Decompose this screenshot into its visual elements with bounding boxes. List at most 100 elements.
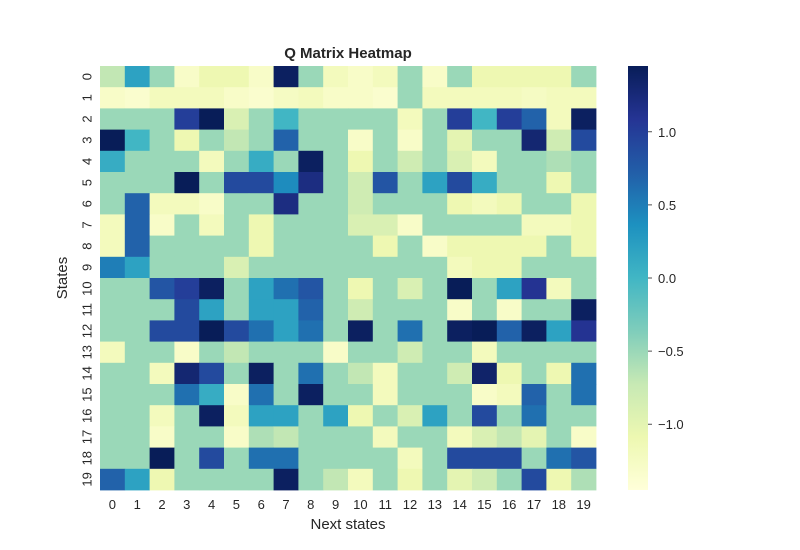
heatmap-cell bbox=[422, 256, 448, 279]
heatmap-cell bbox=[571, 129, 597, 152]
heatmap-cell bbox=[149, 447, 175, 470]
heatmap-cell bbox=[199, 278, 225, 300]
heatmap-cell bbox=[546, 66, 572, 88]
heatmap-cell bbox=[174, 320, 200, 342]
heatmap-cell bbox=[273, 278, 299, 300]
heatmap-cell bbox=[372, 426, 398, 448]
heatmap-cell bbox=[149, 214, 175, 236]
heatmap-cell bbox=[273, 108, 299, 130]
heatmap-cell bbox=[546, 172, 572, 194]
heatmap-cell bbox=[571, 150, 597, 173]
heatmap-cell bbox=[199, 66, 225, 88]
x-tick-label: 6 bbox=[258, 497, 265, 512]
heatmap-cell bbox=[124, 405, 150, 427]
heatmap-cell bbox=[571, 299, 597, 321]
heatmap-cell bbox=[199, 172, 225, 194]
heatmap-cell bbox=[521, 384, 547, 406]
heatmap-cell bbox=[422, 87, 448, 109]
heatmap-cell bbox=[199, 447, 225, 470]
heatmap-cell bbox=[447, 320, 473, 342]
heatmap-cell bbox=[546, 341, 572, 364]
y-tick-label: 13 bbox=[80, 345, 95, 359]
heatmap-cell bbox=[472, 66, 498, 88]
heatmap-cell bbox=[100, 66, 126, 88]
heatmap-cell bbox=[372, 320, 398, 342]
heatmap-cell bbox=[496, 150, 522, 173]
heatmap-cell bbox=[348, 256, 374, 279]
heatmap-cell bbox=[472, 384, 498, 406]
heatmap-cell bbox=[298, 341, 324, 364]
heatmap-cell bbox=[149, 129, 175, 152]
heatmap-cell bbox=[348, 87, 374, 109]
heatmap-cell bbox=[496, 299, 522, 321]
heatmap-cell bbox=[273, 384, 299, 406]
heatmap-cell bbox=[298, 172, 324, 194]
heatmap-cell bbox=[472, 193, 498, 215]
heatmap-cell bbox=[521, 129, 547, 152]
y-tick-label: 3 bbox=[80, 137, 95, 144]
heatmap-cell bbox=[248, 278, 274, 300]
heatmap-cell bbox=[298, 256, 324, 279]
heatmap-cell bbox=[124, 214, 150, 236]
y-tick-label: 19 bbox=[80, 472, 95, 486]
heatmap-cell bbox=[496, 193, 522, 215]
heatmap-cell bbox=[298, 447, 324, 470]
heatmap-cell bbox=[199, 426, 225, 448]
heatmap-cell bbox=[521, 426, 547, 448]
heatmap-cell bbox=[571, 108, 597, 130]
heatmap-cell bbox=[496, 468, 522, 491]
heatmap-cell bbox=[348, 172, 374, 194]
heatmap-cell bbox=[447, 172, 473, 194]
y-tick-label: 14 bbox=[80, 366, 95, 380]
heatmap-cell bbox=[422, 362, 448, 385]
heatmap-cell bbox=[472, 87, 498, 109]
heatmap-cell bbox=[397, 129, 423, 152]
heatmap-cell bbox=[571, 235, 597, 258]
heatmap-cell bbox=[372, 299, 398, 321]
x-tick-label: 18 bbox=[552, 497, 566, 512]
heatmap-cell bbox=[447, 66, 473, 88]
heatmap-cell bbox=[447, 468, 473, 491]
heatmap-cell bbox=[546, 108, 572, 130]
heatmap-cell bbox=[397, 66, 423, 88]
heatmap-cell bbox=[521, 172, 547, 194]
heatmap-cell bbox=[149, 320, 175, 342]
heatmap-cell bbox=[124, 278, 150, 300]
heatmap-cell bbox=[224, 362, 250, 385]
heatmap-cell bbox=[100, 447, 126, 470]
heatmap-cell bbox=[323, 150, 349, 173]
heatmap-cell bbox=[348, 384, 374, 406]
heatmap-cell bbox=[248, 426, 274, 448]
y-tick-label: 10 bbox=[80, 281, 95, 295]
heatmap-cell bbox=[273, 341, 299, 364]
heatmap-cell bbox=[174, 108, 200, 130]
x-tick-label: 17 bbox=[527, 497, 541, 512]
heatmap-cell bbox=[571, 87, 597, 109]
heatmap-cell bbox=[124, 87, 150, 109]
heatmap-cell bbox=[546, 256, 572, 279]
heatmap-cell bbox=[149, 299, 175, 321]
heatmap-cell bbox=[447, 193, 473, 215]
heatmap-cell bbox=[149, 362, 175, 385]
heatmap-cell bbox=[224, 66, 250, 88]
heatmap-cell bbox=[199, 108, 225, 130]
heatmap-cell bbox=[422, 129, 448, 152]
heatmap-cell bbox=[546, 299, 572, 321]
colorbar-tick-label: −0.5 bbox=[658, 344, 684, 359]
heatmap-cell bbox=[447, 341, 473, 364]
heatmap-cell bbox=[100, 108, 126, 130]
heatmap-cell bbox=[348, 278, 374, 300]
heatmap-cell bbox=[546, 468, 572, 491]
heatmap-cell bbox=[447, 108, 473, 130]
colorbar-tick-label: −1.0 bbox=[658, 417, 684, 432]
heatmap-cell bbox=[124, 129, 150, 152]
heatmap-cell bbox=[224, 150, 250, 173]
heatmap-cell bbox=[546, 447, 572, 470]
heatmap-cell bbox=[521, 299, 547, 321]
heatmap-cell bbox=[472, 362, 498, 385]
heatmap-cell bbox=[124, 108, 150, 130]
heatmap-cell bbox=[248, 362, 274, 385]
heatmap-cell bbox=[298, 66, 324, 88]
heatmap-cell bbox=[248, 384, 274, 406]
